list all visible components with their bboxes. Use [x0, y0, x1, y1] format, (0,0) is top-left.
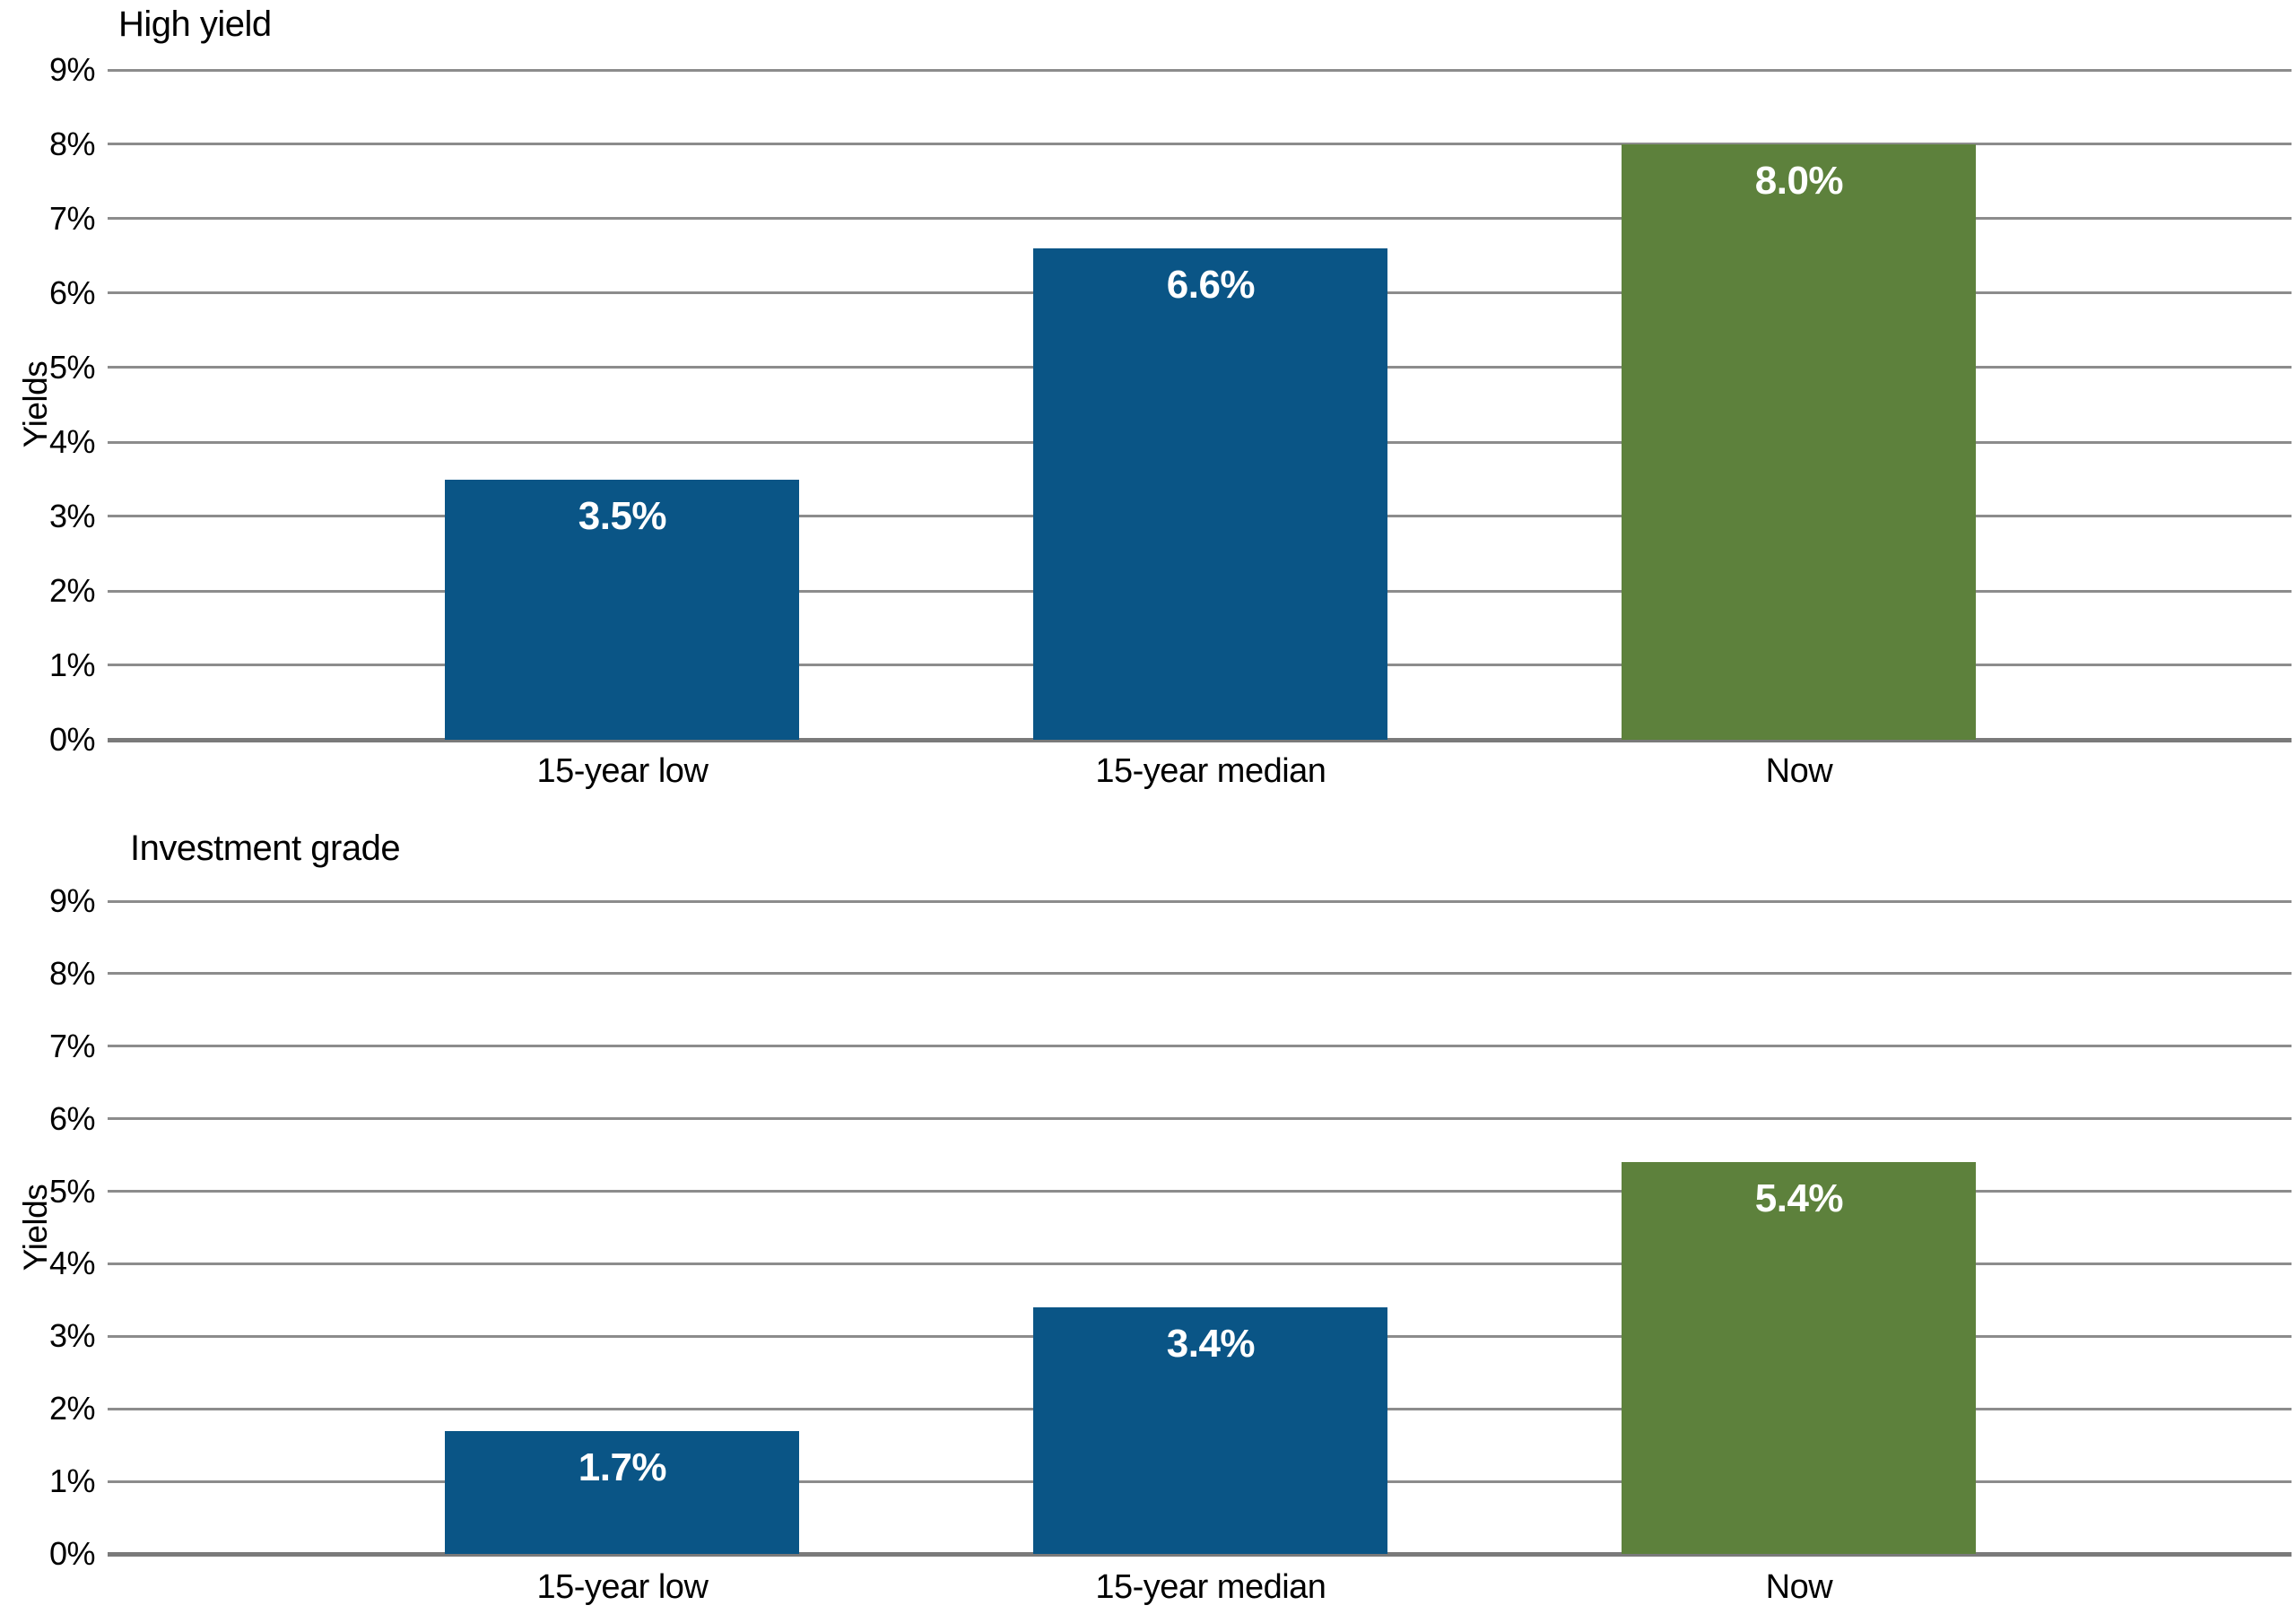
y-tick-label: 8% — [48, 954, 96, 992]
y-axis-tick-labels: 0% 1% 2% 3% 4% 5% 6% 7% 8% 9% — [0, 51, 96, 758]
y-tick-label: 6% — [48, 274, 96, 311]
x-category-label: 15-year low — [536, 752, 709, 790]
y-tick-label: 0% — [48, 1535, 96, 1572]
bar-value-label: 6.6% — [1166, 263, 1256, 308]
y-axis-tick-labels: 0% 1% 2% 3% 4% 5% 6% 7% 8% 9% — [0, 882, 96, 1572]
x-category-label: Now — [1765, 752, 1833, 790]
plot-area: 3.5% 6.6% 8.0% — [108, 68, 2292, 742]
y-tick-label: 3% — [48, 1317, 96, 1355]
gridline — [108, 1117, 2292, 1121]
gridline — [108, 899, 2292, 903]
x-axis-line — [108, 737, 2292, 742]
gridline — [108, 1190, 2292, 1193]
y-tick-label: 7% — [48, 1027, 96, 1064]
y-tick-label: 5% — [48, 349, 96, 386]
y-tick-label: 2% — [48, 572, 96, 609]
y-tick-label: 1% — [48, 646, 96, 683]
bar: 1.7% — [445, 1430, 800, 1554]
bar-value-label: 8.0% — [1754, 159, 1844, 203]
bar: 8.0% — [1622, 144, 1977, 740]
bar-value-label: 3.4% — [1166, 1321, 1256, 1366]
x-category-label: 15-year median — [1095, 752, 1326, 790]
x-category-label: 15-year low — [536, 1568, 709, 1606]
bar-value-label: 3.5% — [578, 493, 667, 538]
gridline — [108, 1262, 2292, 1265]
y-tick-label: 9% — [48, 882, 96, 919]
y-tick-label: 7% — [48, 200, 96, 237]
chart-title: High yield — [118, 4, 272, 44]
y-tick-label: 1% — [48, 1462, 96, 1500]
gridline — [108, 1045, 2292, 1048]
x-axis-line — [108, 1551, 2292, 1557]
chart-title: Investment grade — [130, 829, 401, 868]
high-yield-chart: High yield Yields 0% 1% 2% 3% 4% 5% 6% 7% 8% 9% 3… — [0, 4, 2292, 797]
y-tick-label: 3% — [48, 498, 96, 534]
x-category-label: 15-year median — [1095, 1568, 1326, 1606]
x-category-label: Now — [1765, 1568, 1833, 1606]
gridline — [108, 143, 2292, 146]
bar: 5.4% — [1622, 1162, 1977, 1554]
gridline — [108, 972, 2292, 976]
y-tick-label: 4% — [48, 423, 96, 460]
plot-area: 1.7% 3.4% 5.4% — [108, 899, 2292, 1557]
y-tick-label: 8% — [48, 126, 96, 162]
bar: 3.5% — [445, 479, 800, 740]
bar: 3.4% — [1033, 1306, 1388, 1554]
y-tick-label: 5% — [48, 1172, 96, 1210]
y-tick-label: 0% — [48, 721, 96, 758]
gridline — [108, 68, 2292, 72]
x-axis-category-labels: 15-year low 15-year median Now — [108, 752, 2292, 797]
y-tick-label: 6% — [48, 1099, 96, 1137]
investment-grade-chart: Investment grade Yields 0% 1% 2% 3% 4% 5% 6% 7%… — [0, 807, 2296, 1614]
bar-value-label: 1.7% — [578, 1445, 667, 1489]
y-tick-label: 2% — [48, 1390, 96, 1427]
y-tick-label: 9% — [48, 51, 96, 88]
bar-value-label: 5.4% — [1754, 1176, 1844, 1221]
y-tick-label: 4% — [48, 1245, 96, 1282]
gridline — [108, 217, 2292, 221]
bar: 6.6% — [1033, 248, 1388, 740]
x-axis-category-labels: 15-year low 15-year median Now — [108, 1568, 2292, 1613]
